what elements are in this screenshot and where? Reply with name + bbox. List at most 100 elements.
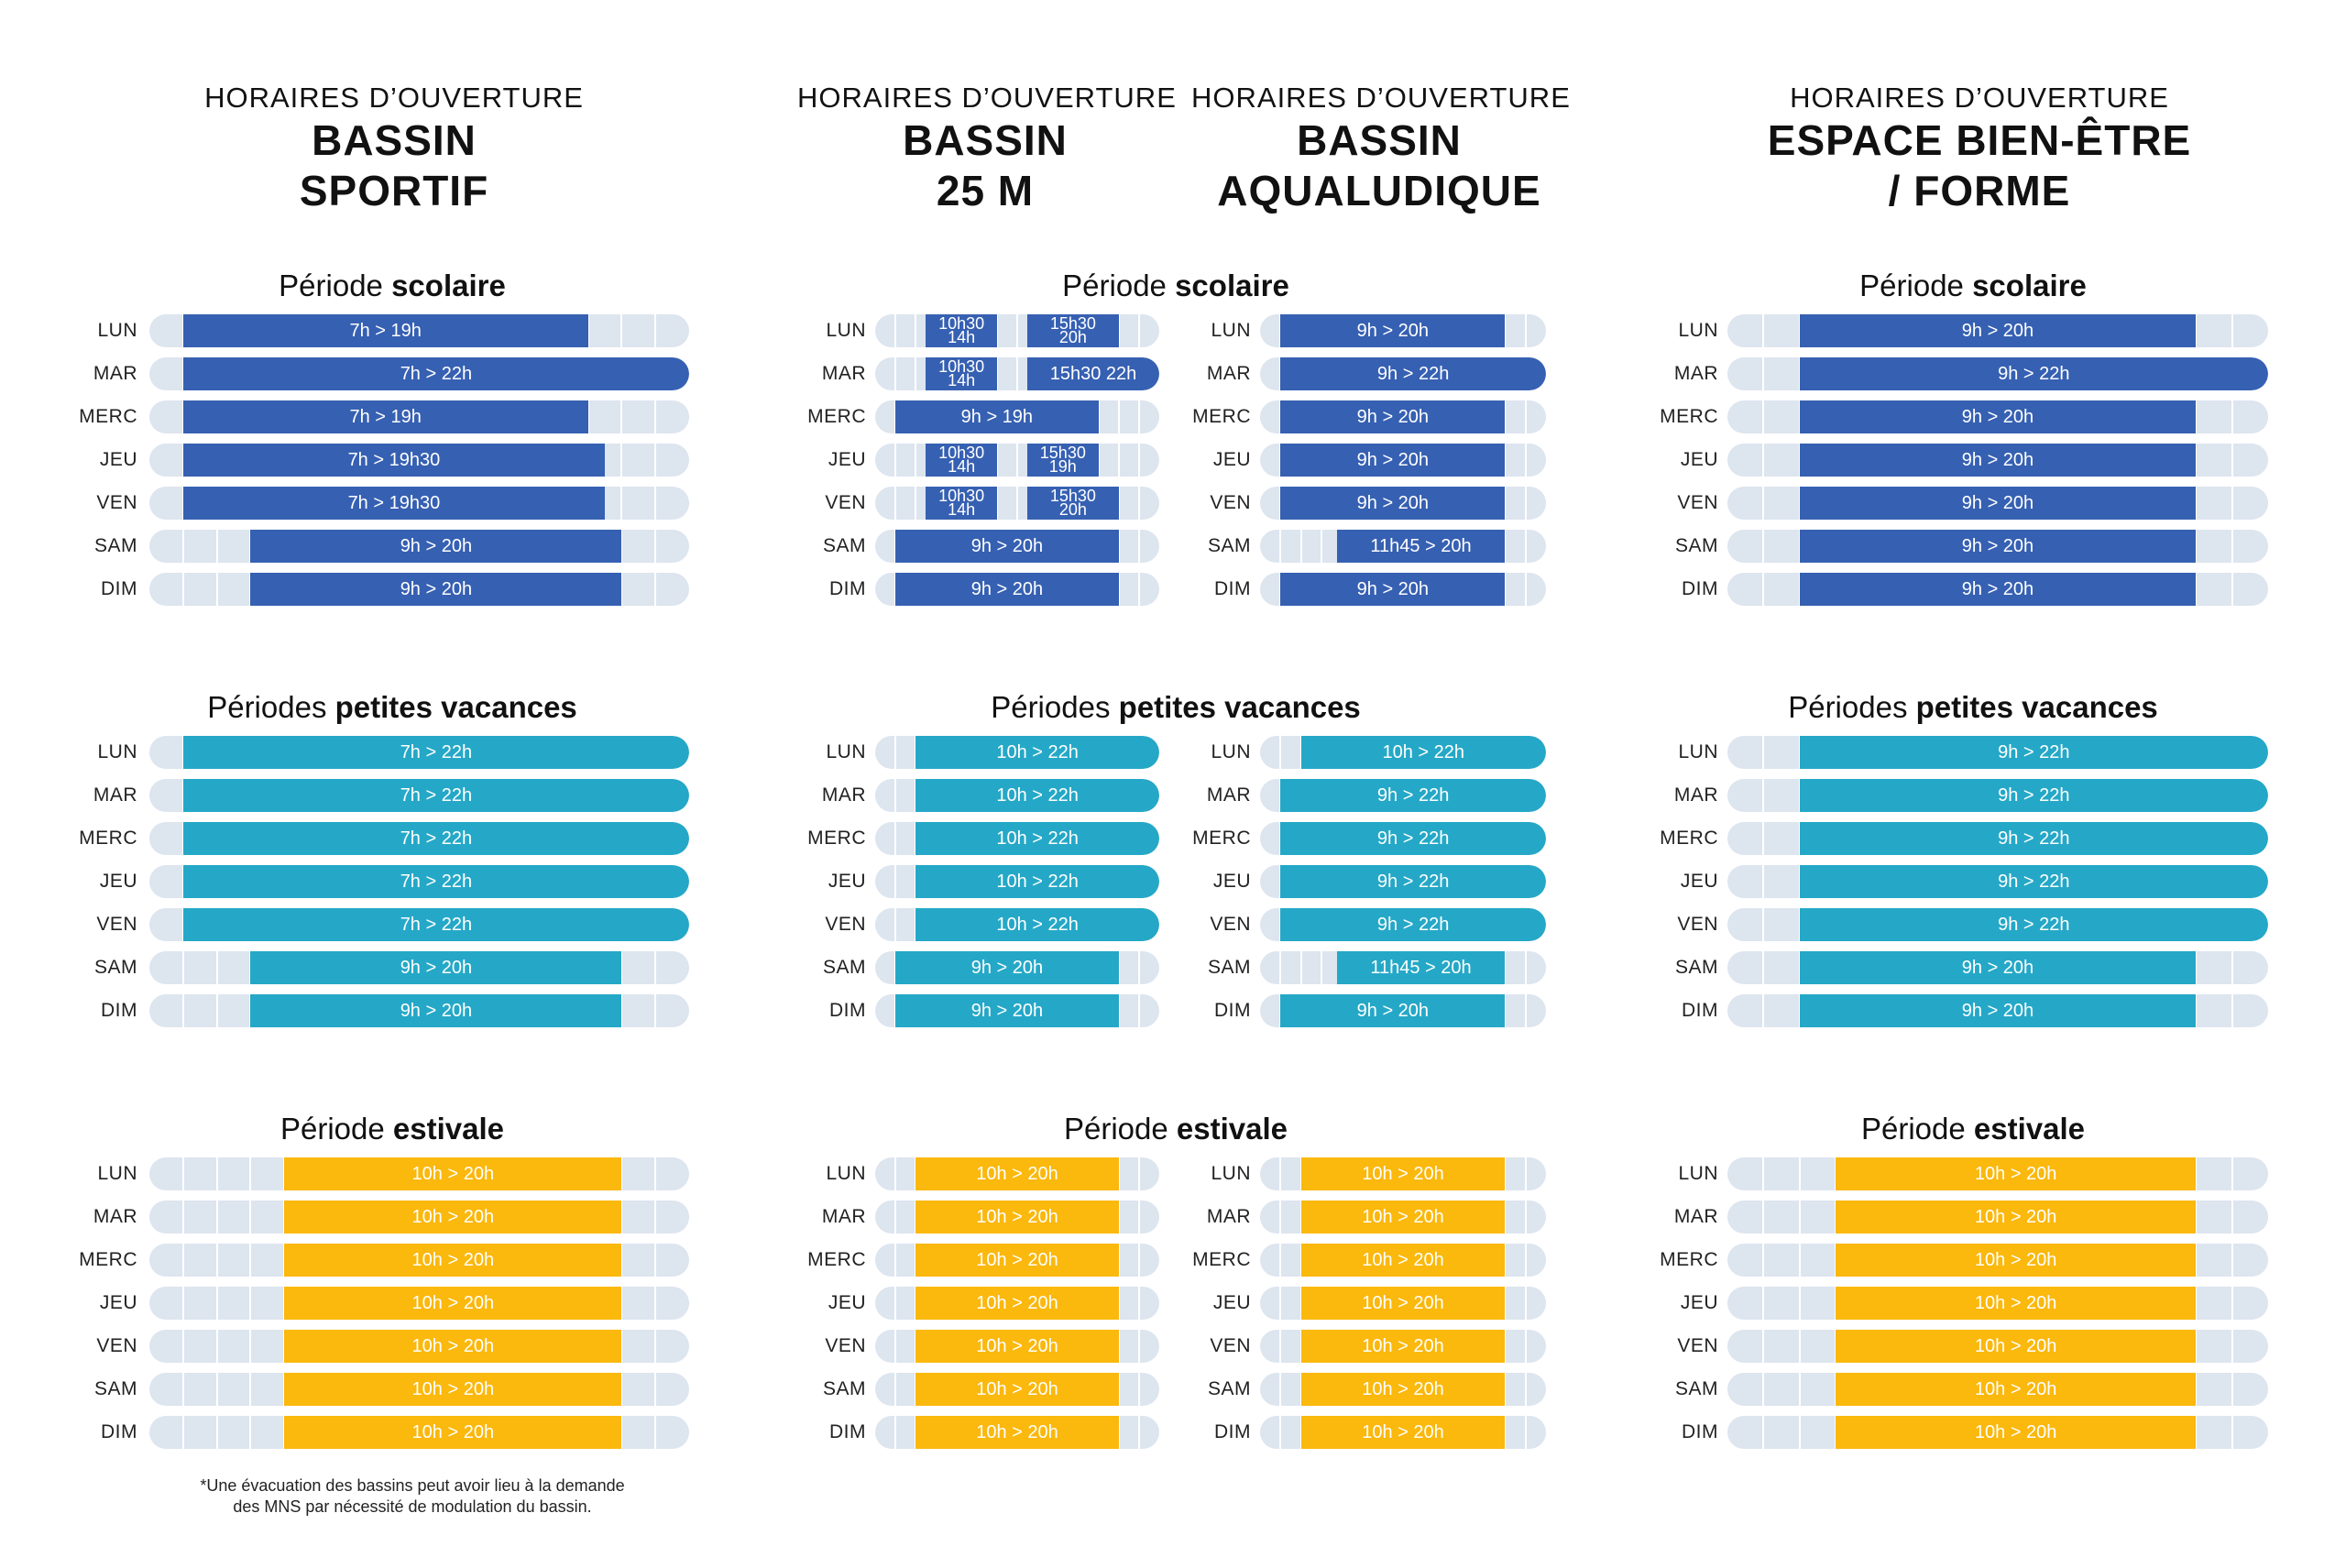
schedule-track: 7h > 19h30 bbox=[149, 444, 689, 477]
time-bar-label: 9h > 20h bbox=[1961, 957, 2034, 978]
schedule-track: 10h > 20h bbox=[1260, 1287, 1546, 1320]
hour-separator bbox=[1798, 1244, 1801, 1277]
hour-separator bbox=[915, 487, 917, 520]
hour-separator bbox=[1762, 865, 1765, 898]
day-label: LUN bbox=[826, 320, 866, 341]
time-bar: 10h > 20h bbox=[1300, 1287, 1506, 1320]
day-label: SAM bbox=[822, 1378, 866, 1399]
time-bar: 7h > 22h bbox=[182, 908, 689, 941]
hour-separator bbox=[181, 994, 184, 1027]
day-label: VEN bbox=[1677, 1335, 1718, 1356]
time-bar-start: 15h30 bbox=[1039, 444, 1086, 462]
hour-separator bbox=[2195, 1287, 2198, 1320]
time-bar: 10h > 20h bbox=[284, 1201, 622, 1234]
period-title: Période estivale bbox=[901, 1111, 1451, 1147]
hour-separator bbox=[1798, 1416, 1801, 1449]
period-title-bold: estivale bbox=[1973, 1112, 2085, 1146]
day-label: MAR bbox=[821, 784, 866, 806]
time-bar: 9h > 20h bbox=[1799, 530, 2197, 563]
time-bar-label: 11h45 > 20h bbox=[1370, 957, 1472, 978]
time-bar-label: 10h > 22h bbox=[996, 784, 1079, 806]
hour-separator bbox=[654, 400, 657, 433]
time-bar-label: 10h > 20h bbox=[1974, 1249, 2057, 1270]
hour-separator bbox=[620, 1287, 623, 1320]
day-label: MAR bbox=[821, 363, 866, 384]
period-title: Périodes petites vacances bbox=[1698, 689, 2248, 726]
schedule-track: 10h > 20h bbox=[1727, 1244, 2268, 1277]
hour-separator bbox=[1137, 994, 1140, 1027]
time-bar: 9h > 22h bbox=[1280, 779, 1546, 812]
time-bar-label: 10h > 20h bbox=[976, 1421, 1058, 1442]
hour-separator bbox=[586, 314, 589, 347]
footnote-line: *Une évacuation des bassins peut avoir l… bbox=[200, 1476, 625, 1495]
time-bar-label: 10h > 20h bbox=[1974, 1421, 2057, 1442]
hour-separator bbox=[249, 1416, 252, 1449]
time-bar-label: 10h > 22h bbox=[996, 914, 1079, 935]
schedule-track: 10h > 20h bbox=[149, 1157, 689, 1190]
day-label: MERC bbox=[1660, 1249, 1718, 1270]
day-label: JEU bbox=[99, 871, 137, 892]
schedule-track: 9h > 20h bbox=[875, 573, 1159, 606]
schedule-track: 10h > 20h bbox=[1260, 1244, 1546, 1277]
header-title: BASSIN bbox=[1297, 116, 1462, 164]
hour-separator bbox=[620, 400, 623, 433]
hour-separator bbox=[249, 1201, 252, 1234]
schedule-track: 10h > 20h bbox=[1727, 1157, 2268, 1190]
hour-separator bbox=[654, 1244, 657, 1277]
hour-separator bbox=[1524, 1373, 1527, 1406]
time-bar-end: 20h bbox=[1058, 328, 1087, 346]
schedule-track: 11h45 > 20h bbox=[1260, 951, 1546, 984]
hour-separator bbox=[1524, 1157, 1527, 1190]
time-bar-label: 9h > 20h bbox=[1961, 492, 2034, 513]
hour-separator bbox=[1798, 1373, 1801, 1406]
hour-separator bbox=[1762, 444, 1765, 477]
time-bar-label: 9h > 22h bbox=[1998, 363, 2070, 384]
footnote: *Une évacuation des bassins peut avoir l… bbox=[137, 1475, 687, 1518]
schedule-track: 9h > 22h bbox=[1727, 822, 2268, 855]
schedule-track: 9h > 22h bbox=[1260, 822, 1546, 855]
hour-separator bbox=[995, 487, 998, 520]
time-bar-label: 9h > 20h bbox=[1961, 578, 2034, 599]
time-bar: 10h > 20h bbox=[1836, 1287, 2197, 1320]
hour-separator bbox=[1504, 951, 1507, 984]
time-bar-end: 14h bbox=[948, 500, 976, 519]
hour-separator bbox=[1504, 1287, 1507, 1320]
hour-separator bbox=[215, 951, 218, 984]
time-bar: 9h > 22h bbox=[1280, 865, 1546, 898]
day-label: DIM bbox=[1682, 578, 1718, 599]
hour-separator bbox=[586, 400, 589, 433]
time-bar-label: 9h > 22h bbox=[1998, 828, 2070, 849]
hour-separator bbox=[1279, 1244, 1282, 1277]
time-bar-start: 15h30 bbox=[1049, 487, 1096, 505]
day-label: MAR bbox=[93, 1206, 137, 1227]
schedule-track: 10h > 20h bbox=[875, 1287, 1159, 1320]
hour-separator bbox=[1762, 994, 1765, 1027]
hour-separator bbox=[215, 530, 218, 563]
header-title: BASSIN bbox=[312, 116, 477, 164]
hour-separator bbox=[2195, 573, 2198, 606]
day-label: SAM bbox=[1674, 957, 1718, 978]
period-title-bold: scolaire bbox=[391, 269, 506, 302]
hour-separator bbox=[915, 314, 917, 347]
hour-separator bbox=[894, 357, 897, 390]
hour-separator bbox=[1524, 487, 1527, 520]
day-label: MERC bbox=[1660, 406, 1718, 427]
period-title: Période estivale bbox=[1698, 1111, 2248, 1147]
hour-separator bbox=[1279, 736, 1282, 769]
hour-separator bbox=[1137, 314, 1140, 347]
time-bar: 7h > 19h30 bbox=[182, 444, 605, 477]
hour-separator bbox=[1504, 1373, 1507, 1406]
time-bar-label: 10h > 20h bbox=[1362, 1163, 1444, 1184]
time-bar-label: 10h > 20h bbox=[1974, 1378, 2057, 1399]
hour-separator bbox=[181, 1244, 184, 1277]
day-label: MERC bbox=[807, 828, 866, 849]
hour-separator bbox=[2231, 994, 2233, 1027]
hour-separator bbox=[2195, 994, 2198, 1027]
period-title-pre: Période bbox=[1859, 269, 1973, 302]
time-bar-label: 9h > 20h bbox=[1356, 578, 1430, 599]
hour-separator bbox=[1279, 1416, 1282, 1449]
period-title-bold: estivale bbox=[1176, 1112, 1288, 1146]
period-title: Période scolaire bbox=[901, 268, 1451, 304]
hour-separator bbox=[1137, 400, 1140, 433]
day-label: VEN bbox=[825, 1335, 866, 1356]
